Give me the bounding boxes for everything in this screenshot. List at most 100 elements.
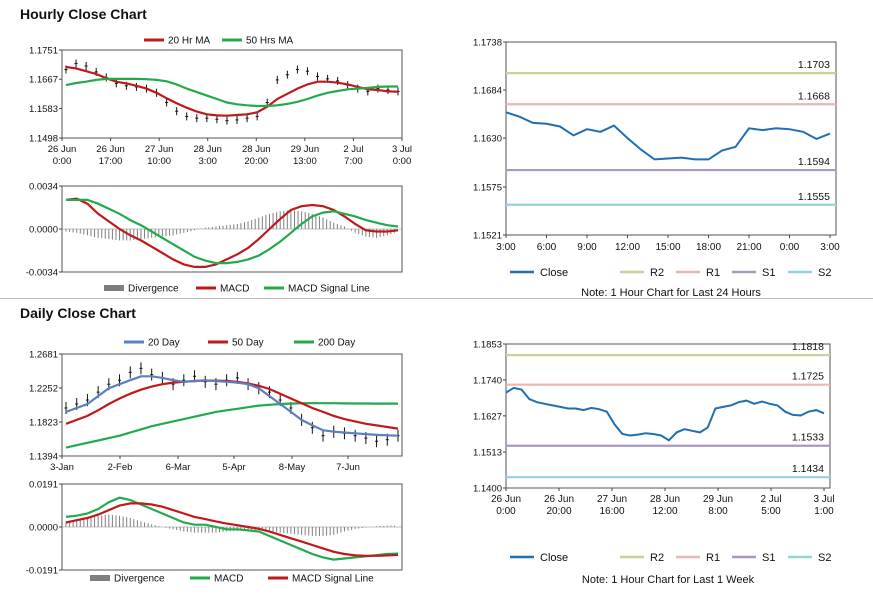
x-tick-label: 28 Jun: [650, 494, 680, 505]
close-line: [505, 386, 825, 442]
close-line: [505, 111, 831, 161]
x-tick-label: 13:00: [293, 156, 317, 167]
x-tick-label: 28 Jun: [242, 144, 271, 155]
y-tick-label: 1.1400: [473, 484, 502, 495]
ma50-line: [65, 379, 399, 430]
macd-legend-label: MACD Signal Line: [292, 574, 374, 585]
x-tick-label: 3:00: [198, 156, 217, 167]
x-tick-label: 27 Jun: [145, 144, 174, 155]
x-tick-label: 3:00: [820, 242, 840, 253]
plot-frame: [61, 49, 403, 139]
x-tick-label: 27 Jun: [597, 494, 627, 505]
hourly-price-chart: 20 Hr MA 50 Hrs MA 1.1751 1.1667 1.1583 1.149…: [29, 36, 412, 168]
x-tick-label: 2 Jul: [343, 144, 363, 155]
macd-signal-line: [66, 198, 399, 265]
level-s1-label: 1.1533: [792, 432, 824, 444]
y-tick-label: 1.1738: [473, 38, 502, 49]
x-tick-label: 0:00: [393, 156, 412, 167]
x-tick-label: 17:00: [99, 156, 123, 167]
level-s2-label: 1.1555: [798, 191, 830, 203]
x-tick-label: 5-Apr: [222, 462, 245, 473]
macd-legend-label: Divergence: [128, 284, 179, 295]
level-legend-label: Close: [540, 552, 568, 564]
x-tick-label: 18:00: [696, 242, 721, 253]
level-r1-label: 1.1725: [792, 371, 824, 383]
y-tick-label: 1.1630: [473, 134, 502, 145]
section-divider: [0, 298, 873, 299]
level-legend-label: R1: [706, 267, 720, 279]
level-s2-label: 1.1434: [792, 463, 824, 475]
x-tick-label: 6-Mar: [166, 462, 191, 473]
plot-frame: [505, 343, 831, 489]
y-tick-label: 0.0000: [29, 225, 58, 236]
x-tick-label: 26 Jun: [491, 494, 521, 505]
ma20-line: [65, 375, 399, 437]
y-tick-label: 1.1583: [29, 104, 58, 115]
hourly-section-title: Hourly Close Chart: [20, 6, 147, 22]
x-tick-label: 20:00: [244, 156, 268, 167]
macd-legend-label: MACD: [214, 574, 243, 585]
daily-price-legend-label: 50 Day: [232, 338, 264, 349]
level-legend-label: R2: [650, 552, 664, 564]
x-tick-label: 2-Feb: [108, 462, 133, 473]
level-legend-label: Close: [540, 267, 568, 279]
y-tick-label: 1.1823: [29, 418, 58, 429]
ma50-line: [65, 77, 398, 108]
x-tick-label: 20:00: [546, 506, 571, 517]
hourly-price-legend-label: 20 Hr MA: [168, 36, 211, 47]
level-s1-label: 1.1594: [798, 156, 830, 168]
plot-frame: [505, 41, 837, 236]
y-tick-label: 0.0191: [29, 480, 58, 491]
hourly-24h-chart: 1.1738 1.1684 1.1630 1.1575 1.1521 1.1703 1.16…: [473, 38, 840, 299]
daily-macd-chart: 0.0191 0.0000 -0.0191 Divergence MACD MACD Si…: [26, 480, 403, 585]
level-legend-label: R2: [650, 267, 664, 279]
chart-note: Note: 1 Hour Chart for Last 24 Hours: [581, 287, 761, 298]
y-tick-label: 1.1684: [473, 86, 502, 97]
macd-legend-label: MACD Signal Line: [288, 284, 370, 295]
x-tick-label: 29 Jun: [703, 494, 733, 505]
ma200-line: [65, 402, 398, 449]
y-tick-label: 1.1740: [473, 375, 502, 386]
level-legend-label: S2: [818, 552, 831, 564]
y-tick-label: 1.2681: [29, 350, 58, 361]
x-tick-label: 0:00: [780, 242, 800, 253]
chart-note: Note: 1 Hour Chart for Last 1 Week: [582, 574, 755, 586]
x-tick-label: 3 Jul: [392, 144, 412, 155]
x-tick-label: 7:00: [344, 156, 363, 167]
y-tick-label: 1.1394: [29, 452, 58, 463]
x-tick-label: 1:00: [814, 506, 834, 517]
x-tick-label: 3-Jan: [50, 462, 74, 473]
x-tick-label: 6:00: [537, 242, 557, 253]
level-legend-label: R1: [706, 552, 720, 564]
level-legend-label: S1: [762, 267, 775, 279]
x-tick-label: 3 Jul: [813, 494, 834, 505]
x-tick-label: 3:00: [496, 242, 516, 253]
y-tick-label: -0.0191: [26, 566, 58, 577]
x-tick-label: 7-Jun: [336, 462, 360, 473]
hourly-price-legend-label: 50 Hrs MA: [246, 36, 294, 47]
level-legend-label: S2: [818, 267, 831, 279]
macd-line: [65, 496, 399, 561]
y-tick-label: 1.2252: [29, 384, 58, 395]
x-tick-label: 8:00: [708, 506, 728, 517]
daily-price-chart: 20 Day 50 Day 200 Day 1.2681 1.2252 1.1823 1.1…: [29, 338, 403, 473]
y-tick-label: 1.1498: [29, 134, 58, 145]
x-tick-label: 10:00: [147, 156, 171, 167]
daily-price-legend-label: 200 Day: [318, 338, 355, 349]
macd-signal-line: [65, 502, 399, 557]
x-tick-label: 0:00: [496, 506, 516, 517]
x-tick-label: 29 Jun: [291, 144, 320, 155]
x-tick-label: 21:00: [736, 242, 761, 253]
macd-line: [65, 197, 399, 269]
macd-legend-label: MACD: [220, 284, 249, 295]
x-tick-label: 15:00: [655, 242, 680, 253]
x-tick-label: 0:00: [53, 156, 72, 167]
macd-legend-label: Divergence: [114, 574, 165, 585]
x-tick-label: 8-May: [279, 462, 306, 473]
y-tick-label: 1.1667: [29, 75, 58, 86]
level-r1-label: 1.1668: [798, 90, 830, 102]
ma20-line: [65, 65, 399, 117]
x-tick-label: 12:00: [652, 506, 677, 517]
y-tick-label: -0.0034: [26, 268, 58, 279]
level-r2-label: 1.1703: [798, 59, 830, 71]
